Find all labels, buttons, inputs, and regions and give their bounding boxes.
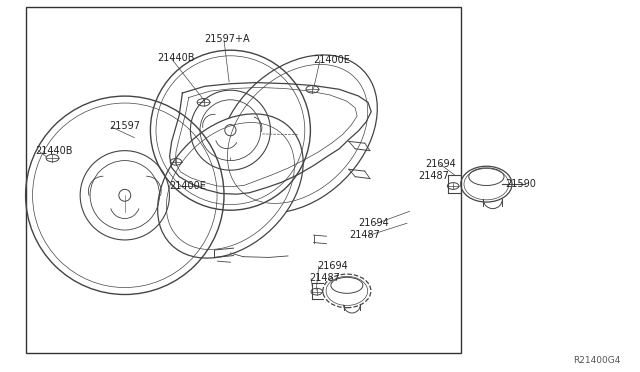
Text: 21487: 21487 xyxy=(419,171,449,180)
Text: 21487: 21487 xyxy=(309,273,340,283)
Text: 21400E: 21400E xyxy=(170,181,207,191)
Bar xyxy=(26,7,461,353)
Ellipse shape xyxy=(157,114,303,258)
Text: 21400E: 21400E xyxy=(314,55,351,64)
Ellipse shape xyxy=(218,55,378,213)
Text: 21694: 21694 xyxy=(426,159,456,169)
Text: 21487: 21487 xyxy=(349,230,380,240)
Text: 21590: 21590 xyxy=(506,179,536,189)
Text: R21400G4: R21400G4 xyxy=(573,356,621,365)
Text: 21440B: 21440B xyxy=(35,146,73,155)
Text: 21694: 21694 xyxy=(317,261,348,271)
Text: 21694: 21694 xyxy=(358,218,389,228)
Text: 21597+A: 21597+A xyxy=(204,34,250,44)
Text: 21597: 21597 xyxy=(109,122,140,131)
Text: 21440B: 21440B xyxy=(157,53,195,62)
